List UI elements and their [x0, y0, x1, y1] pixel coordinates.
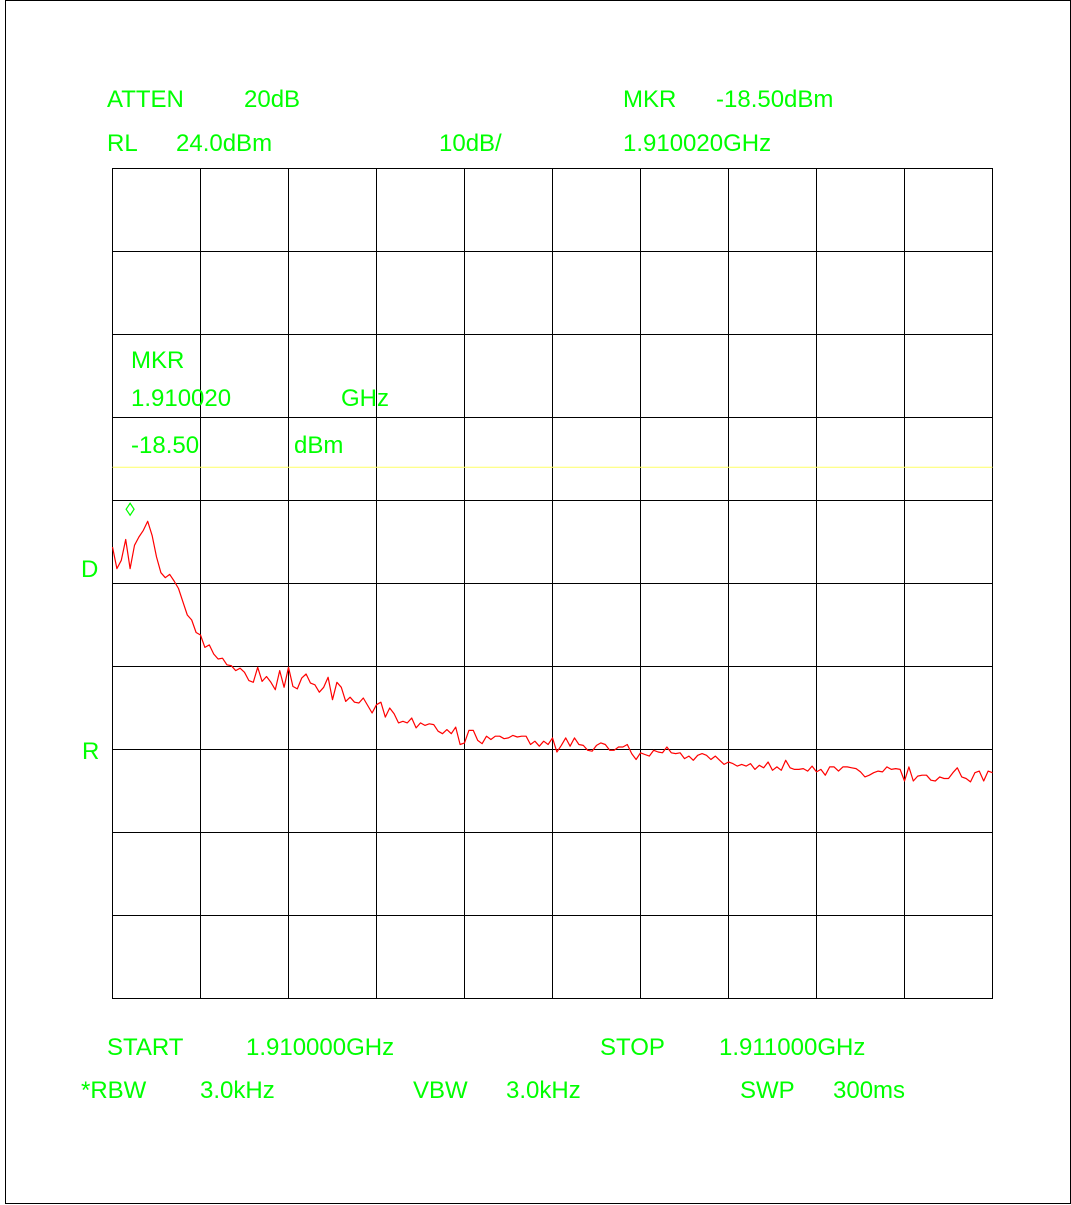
mkr-label: MKR: [623, 86, 677, 113]
scale-per-division: 10dB/: [439, 130, 502, 157]
graticule: [112, 168, 993, 999]
outer-border: [5, 0, 1071, 1204]
mkr-frequency: 1.910020GHz: [623, 130, 772, 157]
marker-box-amplitude: -18.50: [131, 432, 200, 459]
side-label-r: R: [82, 738, 100, 765]
marker-box-amplitude-unit: dBm: [294, 432, 344, 459]
mkr-amplitude: -18.50dBm: [716, 86, 834, 113]
atten-value: 20dB: [244, 86, 301, 113]
start-label: START: [107, 1034, 184, 1061]
swp-value: 300ms: [833, 1077, 906, 1104]
start-value: 1.910000GHz: [246, 1034, 395, 1061]
vbw-value: 3.0kHz: [506, 1077, 581, 1104]
rbw-label: *RBW: [81, 1077, 147, 1104]
atten-label: ATTEN: [107, 86, 184, 113]
stop-value: 1.911000GHz: [719, 1034, 866, 1061]
rl-value: 24.0dBm: [176, 130, 273, 157]
rbw-value: 3.0kHz: [200, 1077, 275, 1104]
marker-box-title: MKR: [131, 347, 185, 374]
vbw-label: VBW: [413, 1077, 468, 1104]
marker-box-frequency-unit: GHz: [341, 385, 389, 412]
stop-label: STOP: [600, 1034, 665, 1061]
rl-label: RL: [107, 130, 138, 157]
swp-label: SWP: [740, 1077, 795, 1104]
trace-line: [111, 520, 993, 783]
marker-box-frequency: 1.910020: [131, 385, 232, 412]
marker-diamond-icon: [125, 502, 135, 517]
side-label-d: D: [81, 556, 99, 583]
